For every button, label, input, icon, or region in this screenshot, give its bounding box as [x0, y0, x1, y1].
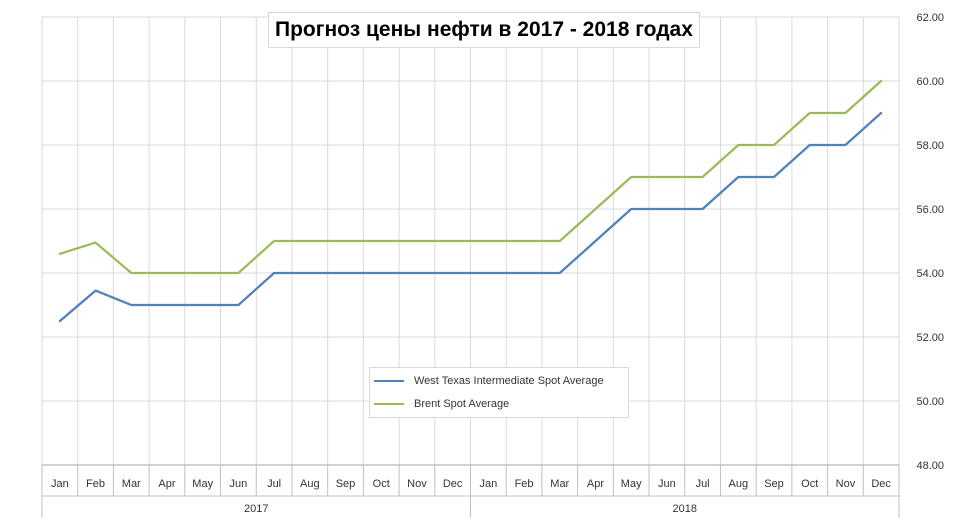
x-tick-label: Oct: [373, 478, 390, 490]
legend: West Texas Intermediate Spot Average Bre…: [369, 367, 629, 418]
y-tick-label: 54.00: [916, 268, 944, 280]
x-tick-label: Aug: [729, 478, 749, 490]
x-tick-label: May: [621, 478, 642, 490]
y-tick-label: 60.00: [916, 76, 944, 88]
x-tick-label: Dec: [871, 478, 891, 490]
y-tick-label: 52.00: [916, 332, 944, 344]
legend-label-brent: Brent Spot Average: [414, 398, 510, 410]
x-tick-label: Jul: [696, 478, 710, 490]
y-tick-label: 56.00: [916, 204, 944, 216]
x-group-label: 2018: [673, 503, 697, 515]
x-tick-label: Jul: [267, 478, 281, 490]
x-tick-label: Jan: [479, 478, 497, 490]
x-tick-label: Dec: [443, 478, 463, 490]
x-tick-label: Jun: [230, 478, 248, 490]
x-tick-label: Nov: [407, 478, 427, 490]
x-tick-label: Aug: [300, 478, 320, 490]
legend-swatch-brent: [374, 403, 404, 405]
y-tick-label: 50.00: [916, 396, 944, 408]
x-tick-label: Jan: [51, 478, 69, 490]
x-tick-label: Sep: [764, 478, 784, 490]
x-tick-label: Mar: [122, 478, 141, 490]
x-tick-label: May: [192, 478, 213, 490]
series-line-0: [58, 111, 883, 323]
legend-label-wti: West Texas Intermediate Spot Average: [414, 375, 604, 387]
legend-swatch-wti: [374, 380, 404, 382]
x-tick-label: Nov: [836, 478, 856, 490]
x-tick-label: Apr: [587, 478, 604, 490]
x-tick-label: Feb: [86, 478, 105, 490]
x-group-label: 2017: [244, 503, 268, 515]
legend-item-brent: Brent Spot Average: [374, 396, 509, 412]
series-line-1: [58, 79, 883, 275]
x-tick-label: Feb: [515, 478, 534, 490]
y-tick-label: 48.00: [916, 460, 944, 472]
x-tick-label: Mar: [550, 478, 569, 490]
x-tick-label: Jun: [658, 478, 676, 490]
legend-item-wti: West Texas Intermediate Spot Average: [374, 373, 604, 389]
x-tick-label: Sep: [336, 478, 356, 490]
x-tick-label: Oct: [801, 478, 818, 490]
chart-title: Прогноз цены нефти в 2017 - 2018 годах: [268, 12, 700, 48]
y-tick-label: 58.00: [916, 140, 944, 152]
x-tick-label: Apr: [158, 478, 175, 490]
y-tick-label: 62.00: [916, 12, 944, 24]
